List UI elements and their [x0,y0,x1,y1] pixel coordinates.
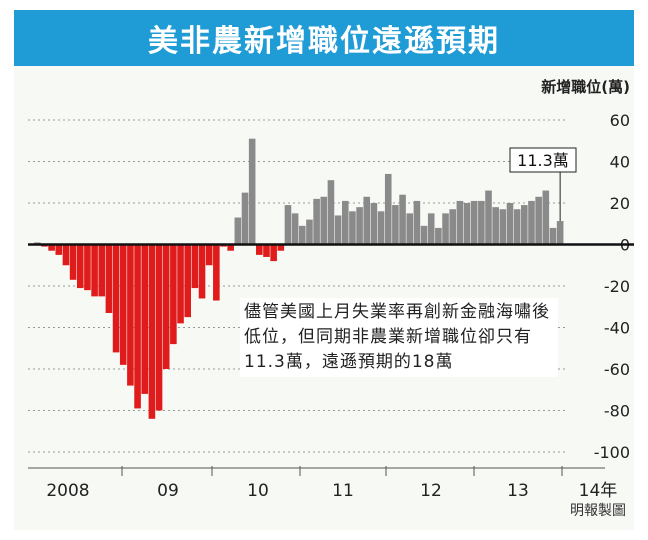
x-group-label: 09 [157,481,179,501]
data-bar [506,203,514,245]
y-tick-label: -100 [594,443,630,462]
data-bar [528,200,535,245]
x-group-label: 10 [247,481,269,501]
annotation-text: 儘管美國上月失業率再創新金融海嘯後低位，但同期非農業新增職位卻只有 11.3萬，… [240,298,558,377]
chart-title: 美非農新增職位遠遜預期 [148,24,500,59]
x-group-label: 14年 [579,481,618,501]
data-bar [256,244,263,255]
data-bar [141,244,149,394]
data-bar [556,221,564,245]
data-bar [170,244,177,345]
data-bar [435,227,442,245]
callout-label: 11.3萬 [517,151,569,170]
data-bar [270,244,277,262]
x-group-label: 13 [507,481,529,501]
credit-text: 明報製圖 [570,503,626,519]
data-bar [69,244,77,280]
y-tick-label: -80 [604,402,630,421]
data-bar [98,244,106,297]
data-bar [334,215,342,245]
data-bar [413,200,421,245]
data-bar [399,194,406,245]
y-tick-label: 40 [610,153,630,172]
data-bar [377,211,385,245]
data-bar [291,213,299,245]
data-bar [127,244,134,386]
data-bar [76,244,84,289]
data-bar [456,200,464,245]
data-bar [470,200,478,245]
data-bar [313,198,320,245]
data-bar [263,244,270,257]
x-group-label: 11 [332,481,354,501]
data-bar [521,205,528,245]
y-tick-label: -60 [604,360,630,379]
y-tick-label: 20 [610,194,630,213]
data-bar [248,138,256,245]
y-tick-label: -40 [604,319,630,338]
data-bar [363,196,371,245]
data-bar [55,244,63,255]
data-bar [463,203,471,245]
chart-title-bar: 美非農新增職位遠遜預期 [14,10,634,66]
data-bar [535,196,542,245]
data-bar [499,209,507,245]
data-bar [184,244,191,318]
data-bar [134,244,141,409]
data-bar [155,244,163,411]
data-bar [234,217,242,245]
data-bar [62,244,70,266]
data-bar [392,205,399,245]
data-bar [205,244,213,266]
data-bar [112,244,120,353]
data-bar [284,205,292,245]
data-bar [84,244,91,291]
data-bar [341,200,349,245]
data-bar [492,207,499,245]
data-bar [119,244,127,365]
data-bar [299,225,306,245]
data-bar [449,209,456,245]
data-bar [306,219,313,245]
data-bar [349,211,356,245]
data-bar [442,213,449,245]
data-bar [384,173,392,245]
data-bar [162,244,170,369]
data-bar [406,213,414,245]
x-group-label: 2008 [46,481,89,501]
data-bar [177,244,184,324]
data-bar [227,244,234,251]
data-bar [48,244,55,251]
data-bar [327,180,335,245]
data-bar [478,200,485,245]
y-tick-label: 60 [610,111,630,130]
y-tick-label: -20 [604,277,630,296]
data-bar [427,213,435,245]
y-axis-label: 新增職位(萬) [541,78,630,96]
data-bar [542,190,550,245]
data-bar [241,192,249,245]
data-bar [105,244,113,313]
data-bar [213,244,220,301]
callout-box [509,147,577,173]
data-bar [198,244,206,299]
data-bar [356,207,363,245]
data-bar [513,209,521,245]
data-bar [91,244,98,297]
data-bar [549,227,557,245]
data-bar [191,244,199,289]
data-bar [148,244,156,419]
data-bar [320,196,328,245]
x-group-label: 12 [420,481,442,501]
data-bar [370,203,378,245]
data-bar [485,190,492,245]
data-bar [277,244,285,251]
data-bar [420,225,428,245]
